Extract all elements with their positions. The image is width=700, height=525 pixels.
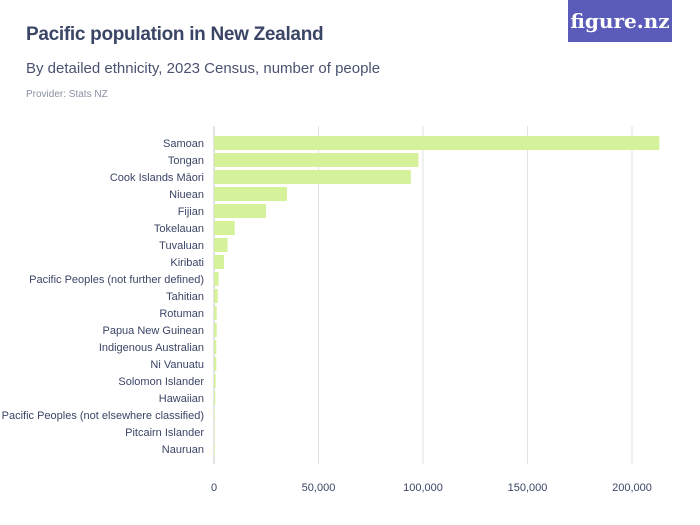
bar [214,272,219,286]
bar [214,136,660,150]
bar [214,374,216,388]
bar [214,289,218,303]
category-label: Tongan [168,155,204,167]
category-label: Tokelauan [154,223,204,235]
x-tick-label: 200,000 [612,482,652,494]
category-label: Fijian [178,206,204,218]
category-label: Papua New Guinean [102,325,204,337]
category-label: Hawaiian [159,393,204,405]
bar [214,153,419,167]
category-label: Indigenous Australian [99,342,204,354]
category-label: Pacific Peoples (not further defined) [29,274,204,286]
x-tick-label: 100,000 [403,482,443,494]
category-label: Cook Islands Māori [110,172,204,184]
bar [214,391,216,405]
figure-nz-logo[interactable]: figure.nz [568,0,672,42]
category-label: Pitcairn Islander [125,427,204,439]
category-label: Niuean [169,189,204,201]
bar [214,323,217,337]
bar [214,425,215,439]
provider-text: Provider: Stats NZ [26,89,108,100]
bar [214,204,267,218]
category-label: Nauruan [162,444,204,456]
bar [214,170,411,184]
bar [214,187,288,201]
x-tick-label: 50,000 [302,482,336,494]
bar [214,255,225,269]
category-label: Tuvaluan [159,240,204,252]
category-label: Kiribati [170,257,204,269]
x-tick-label: 150,000 [508,482,548,494]
category-label: Ni Vanuatu [150,359,204,371]
bar [214,306,217,320]
x-tick-label: 0 [211,482,217,494]
bar [214,221,235,235]
bar [214,408,215,422]
chart-title: Pacific population in New Zealand [26,24,324,45]
category-label: Samoan [163,138,204,150]
category-label: Rotuman [159,308,204,320]
bar [214,238,228,252]
category-label: Pacific Peoples (not elsewhere classifie… [2,410,204,422]
chart-subtitle: By detailed ethnicity, 2023 Census, numb… [26,60,381,77]
bar [214,340,217,354]
bar [214,442,215,456]
bar [214,357,217,371]
category-label: Tahitian [166,291,204,303]
category-label: Solomon Islander [118,376,204,388]
